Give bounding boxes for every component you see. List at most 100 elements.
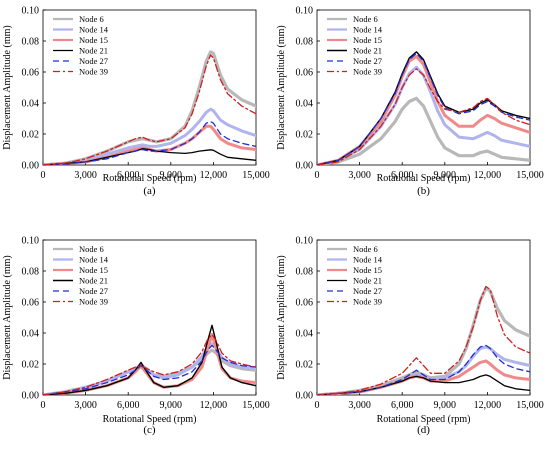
plot-frame [316,9,531,166]
chart-panel-3: 0.00 0.02 0.04 0.06 0.08 0.10 0 3,000 6,000 9,000… [2,236,270,437]
y-tick-label: 0.08 [296,267,314,278]
y-tick-label: 0.08 [22,37,40,48]
x-tick-label: 12,000 [474,170,502,181]
y-tick-label: 0.00 [22,161,40,172]
series-line-node-15 [317,55,530,165]
y-tick-label: 0.08 [22,267,40,278]
y-tick-label: 0.06 [22,68,40,79]
x-tick-label: 15,000 [242,400,270,411]
x-tick-label: 9,000 [434,400,457,411]
legend-label: Node 27 [353,286,382,296]
series-line-node-39 [317,285,530,395]
y-axis-title: Displacement Amplitude (mm) [276,255,287,379]
x-tick-label: 9,000 [160,400,183,411]
y-tick-label: 0.02 [296,130,314,141]
y-axis-title: Displacement Amplitude (mm) [2,25,13,149]
legend-label: Node 14 [79,255,109,265]
legend-label: Node 21 [79,276,108,286]
legend-label: Node 6 [353,244,378,254]
series-line-node-21 [43,324,256,395]
x-tick-label: 0 [315,400,320,411]
legend-label: Node 6 [79,244,104,254]
x-tick-label: 12,000 [200,400,228,411]
legend-label: Node 21 [353,276,382,286]
legend-label: Node 15 [353,265,382,275]
legend-label: Node 6 [79,14,104,24]
legend-label: Node 6 [353,14,378,24]
series-line-node-21 [43,148,256,165]
x-tick-label: 9,000 [434,170,457,181]
plot-frame [42,9,257,166]
y-tick-label: 0.02 [22,130,40,141]
y-tick-label: 0.10 [22,6,40,17]
y-tick-label: 0.10 [22,236,40,247]
legend-label: Node 14 [79,25,109,35]
x-tick-label: 12,000 [474,400,502,411]
chart-panel-4: 0.00 0.02 0.04 0.06 0.08 0.10 0 3,000 6,000 9,000… [276,236,544,437]
x-tick-label: 0 [41,400,46,411]
x-tick-label: 12,000 [200,170,228,181]
x-tick-label: 6,000 [391,400,414,411]
y-tick-label: 0.02 [22,360,40,371]
y-tick-label: 0.00 [22,391,40,402]
y-tick-label: 0.00 [296,391,314,402]
legend-label: Node 14 [353,255,383,265]
legend-label: Node 15 [79,265,108,275]
x-axis-title: Rotational Speed (rpm) [377,173,471,184]
series-line-node-39 [43,333,256,395]
y-tick-label: 0.04 [296,329,314,340]
series-line-node-6 [317,286,530,395]
legend-label: Node 27 [79,286,108,296]
x-tick-label: 15,000 [516,170,544,181]
x-tick-label: 3,000 [348,170,371,181]
y-tick-label: 0.08 [296,37,314,48]
y-tick-label: 0.04 [22,99,40,110]
series-line-node-21 [317,374,530,395]
legend-label: Node 39 [79,297,108,307]
legend-label: Node 14 [353,25,383,35]
x-axis-title: Rotational Speed (rpm) [103,173,197,184]
legend-label: Node 21 [79,46,108,56]
plot-frame [316,239,531,396]
x-axis-title: Rotational Speed (rpm) [377,414,471,425]
x-tick-label: 0 [315,170,320,181]
legend-label: Node 15 [79,35,108,45]
x-tick-label: 6,000 [117,400,140,411]
y-tick-label: 0.10 [296,236,314,247]
x-tick-label: 3,000 [74,170,97,181]
y-tick-label: 0.04 [296,99,314,110]
series-line-node-27 [317,52,530,165]
x-axis-title: Rotational Speed (rpm) [103,414,197,425]
legend-label: Node 27 [79,56,108,66]
y-tick-label: 0.04 [22,329,40,340]
panel-label: (a) [143,185,156,197]
legend-label: Node 39 [353,297,382,307]
series-line-node-27 [317,344,530,395]
x-tick-label: 6,000 [117,170,140,181]
series-line-node-14 [43,107,256,165]
y-tick-label: 0.06 [22,298,40,309]
legend-label: Node 27 [353,56,382,66]
series-line-node-39 [43,54,256,165]
series-line-node-39 [317,68,530,165]
legend-label: Node 39 [79,67,108,77]
legend-label: Node 15 [353,35,382,45]
x-tick-label: 6,000 [391,170,414,181]
y-tick-label: 0.06 [296,298,314,309]
panel-label: (c) [143,424,156,436]
y-axis-title: Displacement Amplitude (mm) [2,255,13,379]
y-axis-title: Displacement Amplitude (mm) [276,25,287,149]
legend-label: Node 39 [353,67,382,77]
x-tick-label: 0 [41,170,46,181]
x-tick-label: 3,000 [74,400,97,411]
x-tick-label: 3,000 [348,400,371,411]
series-line-node-15 [43,333,256,395]
y-tick-label: 0.00 [296,161,314,172]
y-tick-label: 0.02 [296,360,314,371]
x-tick-label: 15,000 [516,400,544,411]
plot-frame [42,239,257,396]
